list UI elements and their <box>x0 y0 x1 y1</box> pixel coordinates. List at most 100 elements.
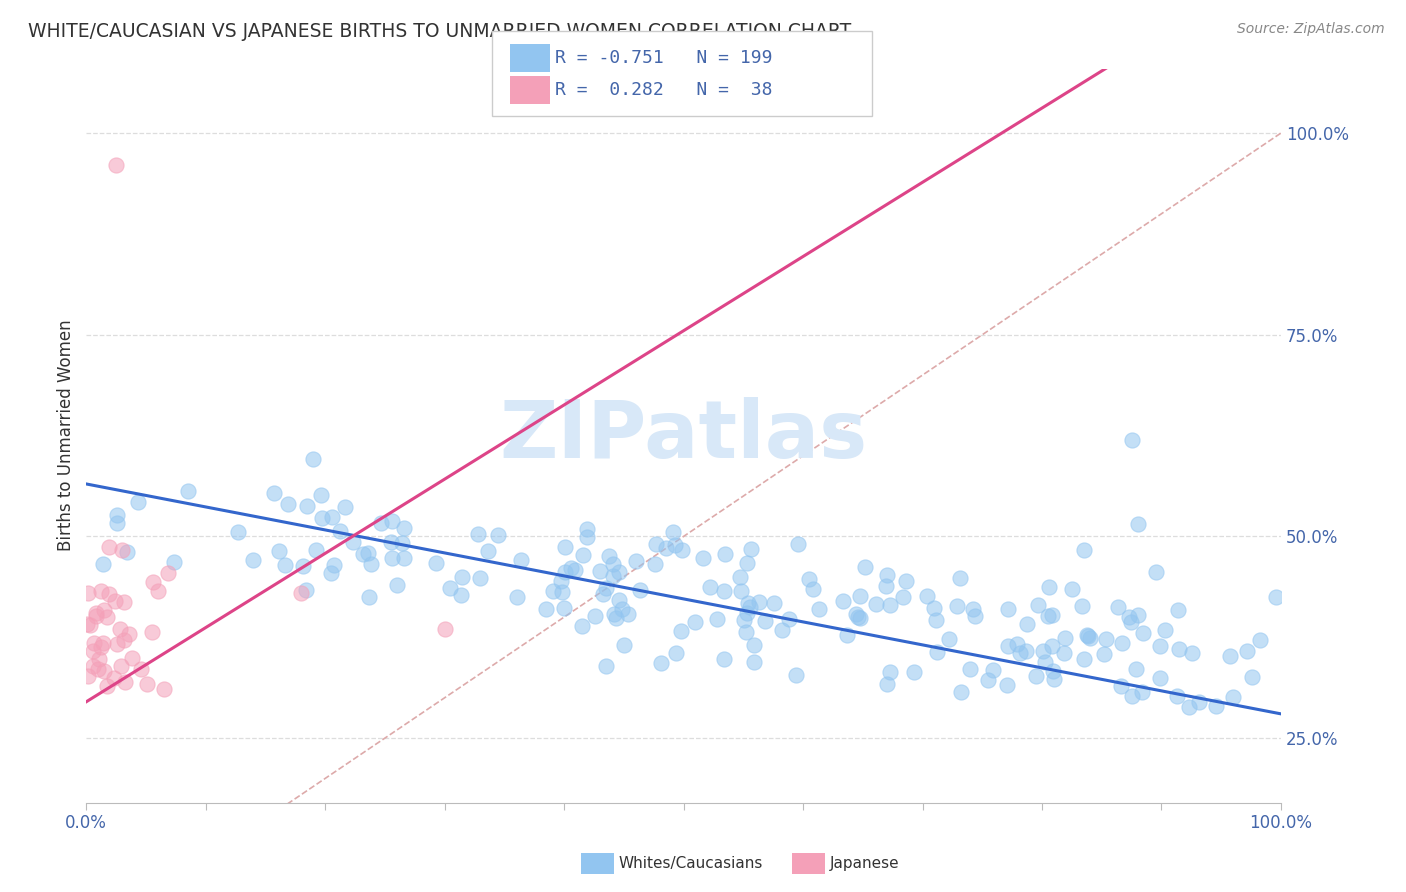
Point <box>849 590 872 604</box>
Point <box>607 593 630 607</box>
Point <box>127 495 149 509</box>
Point <box>837 628 859 642</box>
Point <box>995 678 1018 692</box>
Point <box>1095 632 1118 646</box>
Point <box>977 673 1000 687</box>
Point <box>845 607 868 621</box>
Point <box>1036 609 1059 624</box>
Point <box>311 510 333 524</box>
Point <box>592 586 614 600</box>
Point <box>1033 655 1056 669</box>
Point <box>91 557 114 571</box>
Point <box>655 541 678 555</box>
Point <box>735 625 758 640</box>
Point <box>1130 685 1153 699</box>
Point <box>602 558 624 572</box>
Point <box>713 652 735 666</box>
Point <box>865 598 887 612</box>
Text: Source: ZipAtlas.com: Source: ZipAtlas.com <box>1237 22 1385 37</box>
Point <box>962 602 984 616</box>
Point <box>551 585 574 599</box>
Point <box>644 557 666 571</box>
Point <box>876 568 898 582</box>
Point <box>305 542 328 557</box>
Point <box>1071 599 1094 613</box>
Point <box>706 612 728 626</box>
Point <box>291 559 314 574</box>
Point <box>922 600 945 615</box>
Point <box>242 553 264 567</box>
Point <box>96 610 118 624</box>
Point <box>1177 699 1199 714</box>
Point <box>103 671 125 685</box>
Point <box>82 659 104 673</box>
Point <box>1181 646 1204 660</box>
Point <box>959 662 981 676</box>
Point <box>554 565 576 579</box>
Point <box>1222 690 1244 705</box>
Point <box>832 594 855 608</box>
Point <box>153 682 176 697</box>
Point <box>1040 607 1063 622</box>
Text: WHITE/CAUCASIAN VS JAPANESE BIRTHS TO UNMARRIED WOMEN CORRELATION CHART: WHITE/CAUCASIAN VS JAPANESE BIRTHS TO UN… <box>28 22 852 41</box>
Point <box>1073 652 1095 666</box>
Point <box>263 485 285 500</box>
Point <box>510 553 533 567</box>
Point <box>949 571 972 585</box>
Point <box>946 599 969 613</box>
Point <box>309 488 332 502</box>
Point <box>671 543 693 558</box>
Point <box>1144 565 1167 579</box>
Point <box>997 602 1019 616</box>
Point <box>1054 632 1077 646</box>
Point <box>607 565 630 579</box>
Point <box>319 566 342 580</box>
Point <box>879 599 901 613</box>
Point <box>1125 663 1147 677</box>
Point <box>385 578 408 592</box>
Point <box>541 583 564 598</box>
Point <box>1205 698 1227 713</box>
Point <box>468 571 491 585</box>
Point <box>1166 690 1188 704</box>
Point <box>927 645 949 659</box>
Point <box>294 583 316 598</box>
Point <box>605 611 627 625</box>
Point <box>380 534 402 549</box>
Point <box>738 600 761 615</box>
Point <box>450 588 472 602</box>
Point <box>121 651 143 665</box>
Point <box>714 547 737 561</box>
Point <box>177 483 200 498</box>
Point <box>96 679 118 693</box>
Point <box>129 662 152 676</box>
Point <box>595 659 617 673</box>
Point <box>1219 648 1241 663</box>
Point <box>730 584 752 599</box>
Point <box>1126 517 1149 532</box>
Point <box>903 665 925 680</box>
Point <box>76 617 98 632</box>
Point <box>486 527 509 541</box>
Point <box>742 638 765 652</box>
Point <box>108 622 131 636</box>
Point <box>105 158 128 172</box>
Point <box>1118 610 1140 624</box>
Point <box>112 633 135 648</box>
Point <box>83 635 105 649</box>
Point <box>891 591 914 605</box>
Point <box>797 572 820 586</box>
Point <box>1026 598 1049 612</box>
Point <box>624 554 647 568</box>
Point <box>1249 632 1271 647</box>
Point <box>807 602 830 616</box>
Point <box>1014 644 1036 658</box>
Point <box>451 570 474 584</box>
Point <box>1107 600 1129 615</box>
Point <box>595 581 617 595</box>
Point <box>553 600 575 615</box>
Point <box>737 596 759 610</box>
Point <box>87 662 110 676</box>
Point <box>735 606 758 620</box>
Point <box>560 561 582 575</box>
